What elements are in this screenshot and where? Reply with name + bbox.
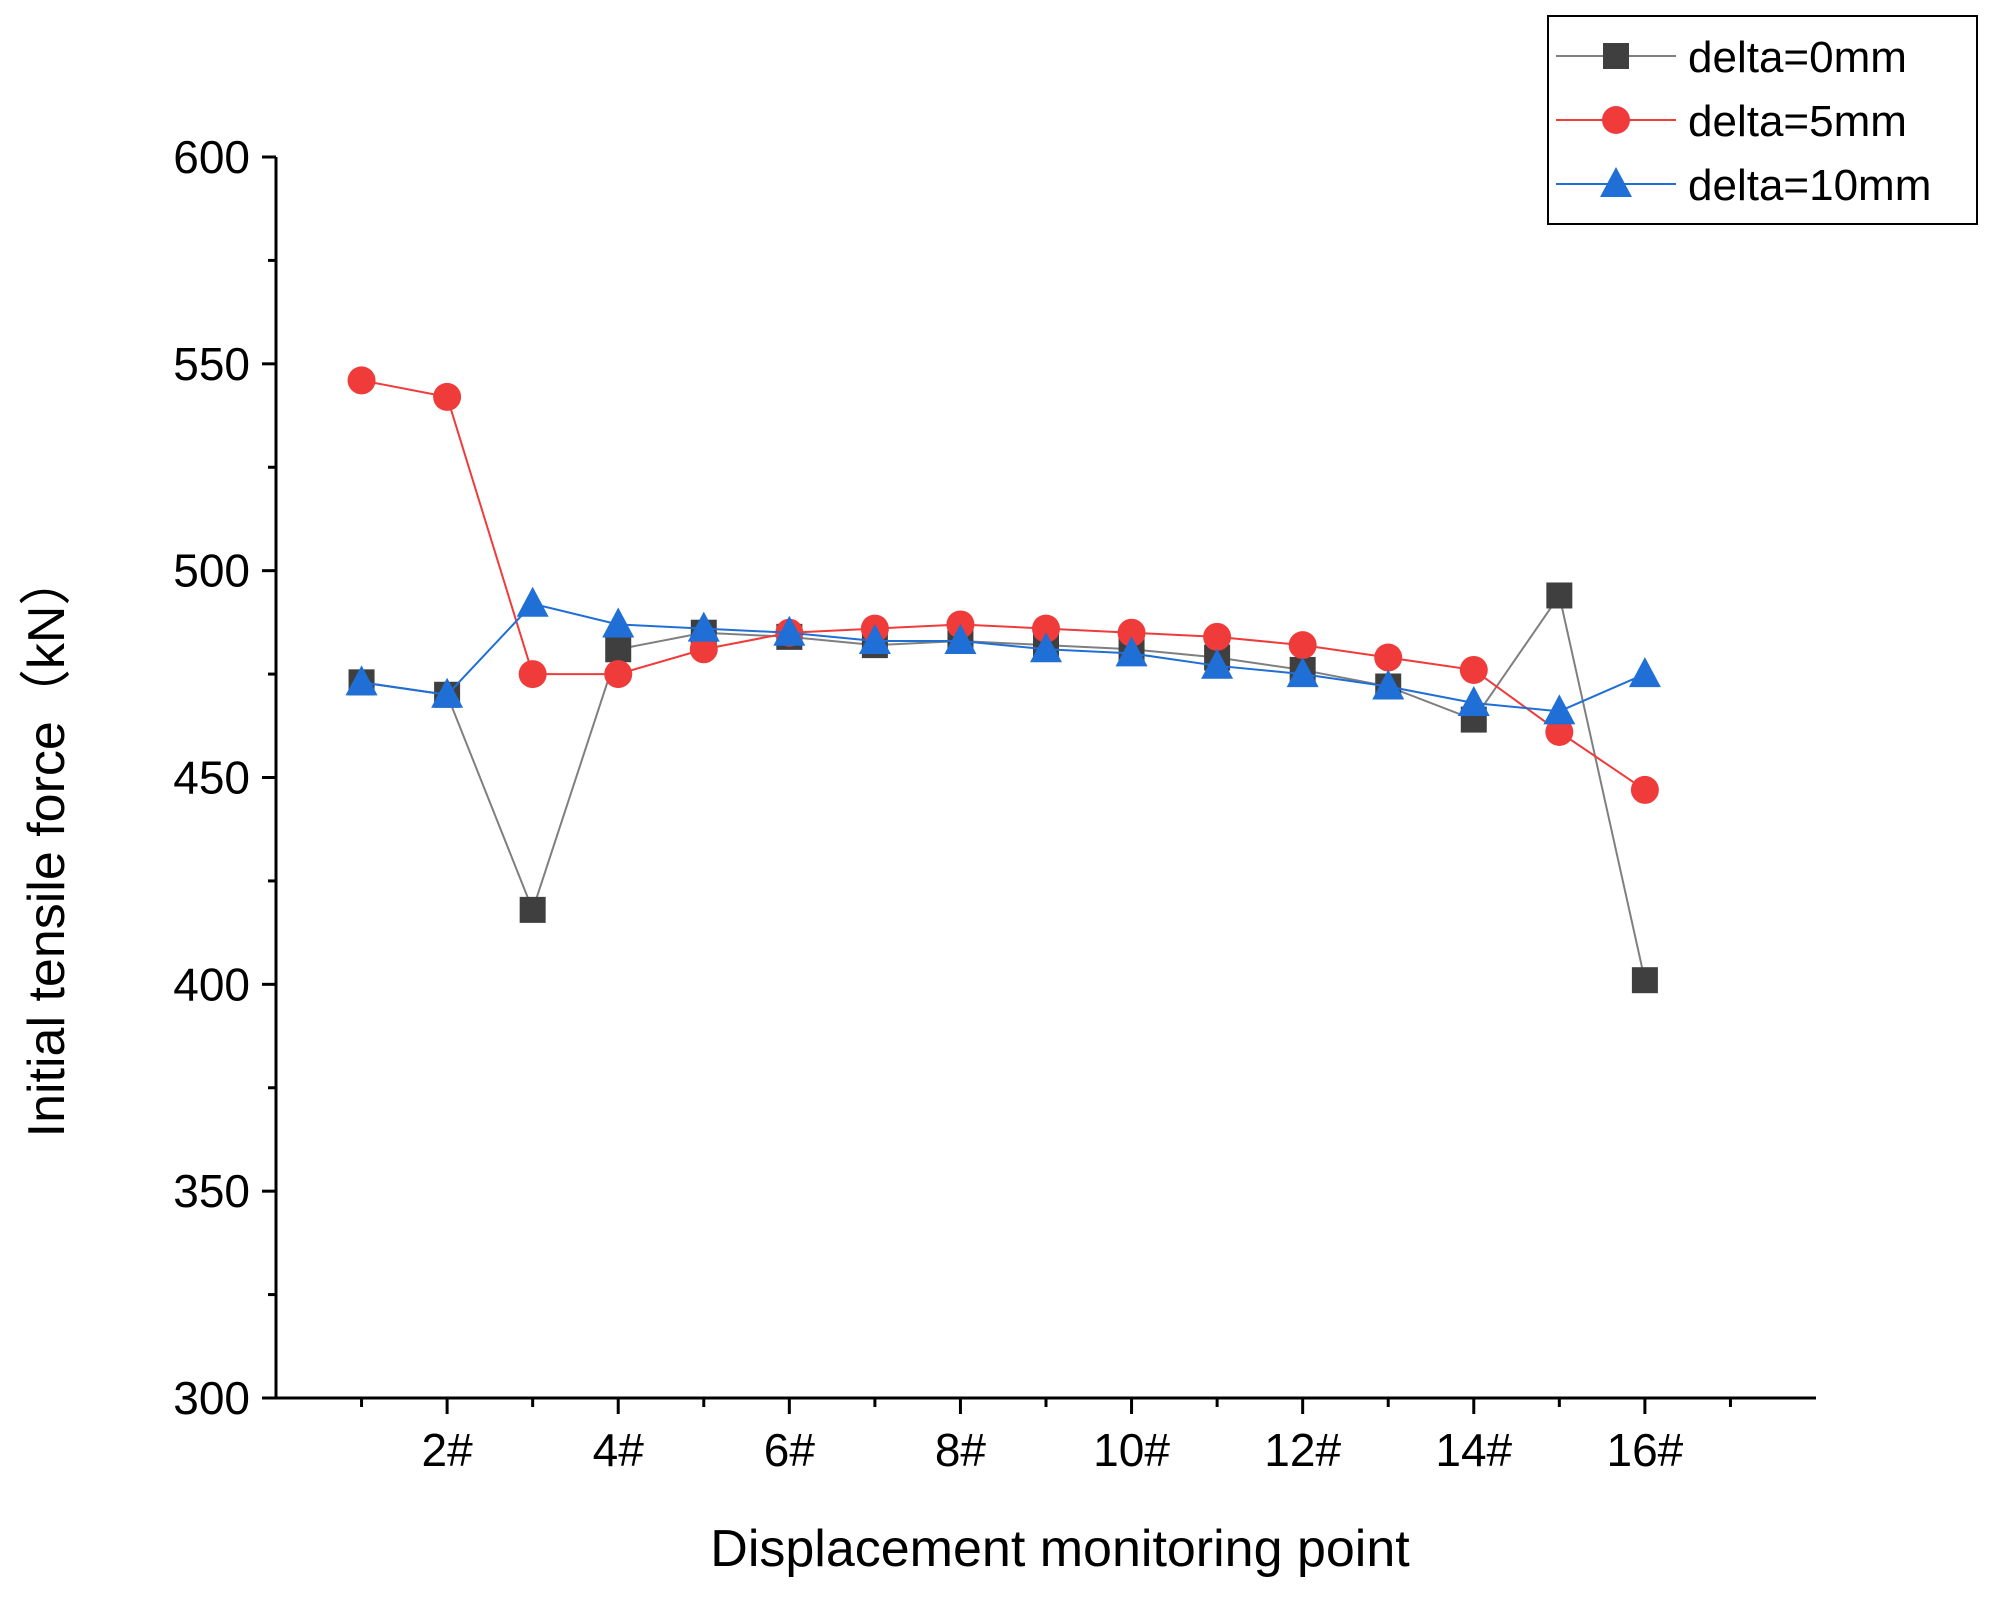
data-point (689, 635, 718, 664)
data-point (1115, 636, 1148, 667)
data-point (1032, 614, 1060, 643)
legend-item: delta=10mm (1556, 161, 1931, 210)
series-delta=5mm (347, 366, 1659, 804)
x-tick-label: 16# (1607, 1424, 1684, 1476)
data-point (1545, 717, 1574, 746)
data-point (1631, 967, 1658, 994)
data-point (1628, 657, 1661, 688)
data-point (858, 623, 891, 654)
data-point (345, 665, 378, 696)
data-point (1288, 631, 1317, 660)
data-point (1374, 643, 1403, 672)
legend-item: delta=0mm (1556, 33, 1907, 82)
x-tick-label: 4# (593, 1424, 645, 1476)
data-point (1030, 632, 1062, 663)
data-point (1203, 622, 1232, 651)
series-line (361, 593, 1646, 981)
legend-label: delta=0mm (1688, 33, 1907, 82)
legend-label: delta=5mm (1688, 97, 1907, 146)
y-tick-label: 500 (173, 545, 250, 597)
y-tick-label: 300 (173, 1372, 250, 1424)
data-point (1372, 669, 1405, 700)
data-point (605, 636, 632, 663)
data-point (433, 382, 462, 411)
data-point (1117, 618, 1146, 647)
y-tick-label: 400 (173, 958, 250, 1010)
x-tick-label: 8# (935, 1424, 987, 1476)
data-point (1630, 775, 1659, 804)
x-axis-title: Displacement monitoring point (710, 1520, 1410, 1578)
legend-marker (1602, 106, 1630, 134)
series-delta=0mm (348, 582, 1658, 994)
legend-marker (1603, 43, 1629, 69)
y-tick-label: 600 (173, 131, 250, 183)
x-tick-label: 10# (1093, 1424, 1170, 1476)
data-point (1201, 648, 1234, 679)
y-tick-label: 350 (173, 1165, 250, 1217)
series-layer (345, 366, 1661, 994)
data-point (519, 896, 546, 923)
data-point (1543, 694, 1576, 725)
axes: 300 350 400 450 500 550 600 2# 4# 6# 8# 10# 12# 14# 16… (173, 131, 1816, 1476)
data-point (1286, 657, 1319, 688)
data-point (347, 366, 376, 395)
legend-label: delta=10mm (1688, 161, 1931, 210)
data-point (687, 611, 720, 642)
data-point (516, 586, 549, 617)
x-tick-label: 6# (764, 1424, 816, 1476)
legend-item: delta=5mm (1556, 97, 1907, 146)
y-tick-label: 450 (173, 752, 250, 804)
series-line (361, 379, 1646, 791)
y-axis-title: Initial tensile force（kN） (18, 554, 76, 1138)
data-point (1546, 582, 1573, 609)
data-point (944, 623, 977, 654)
data-point (602, 607, 635, 638)
series-delta=10mm (345, 586, 1661, 725)
data-point (773, 615, 806, 646)
series-line (361, 602, 1646, 713)
x-tick-label: 12# (1264, 1424, 1341, 1476)
data-point (518, 660, 547, 689)
y-tick-label: 550 (173, 338, 250, 390)
data-point (1457, 686, 1490, 717)
legend: delta=0mm delta=5mm delta=10mm (1547, 15, 1978, 225)
data-point (604, 660, 633, 689)
legend-marker (1600, 167, 1632, 197)
x-tick-label: 2# (422, 1424, 474, 1476)
x-tick-label: 14# (1435, 1424, 1512, 1476)
data-point (431, 677, 464, 708)
data-point (1459, 655, 1488, 684)
